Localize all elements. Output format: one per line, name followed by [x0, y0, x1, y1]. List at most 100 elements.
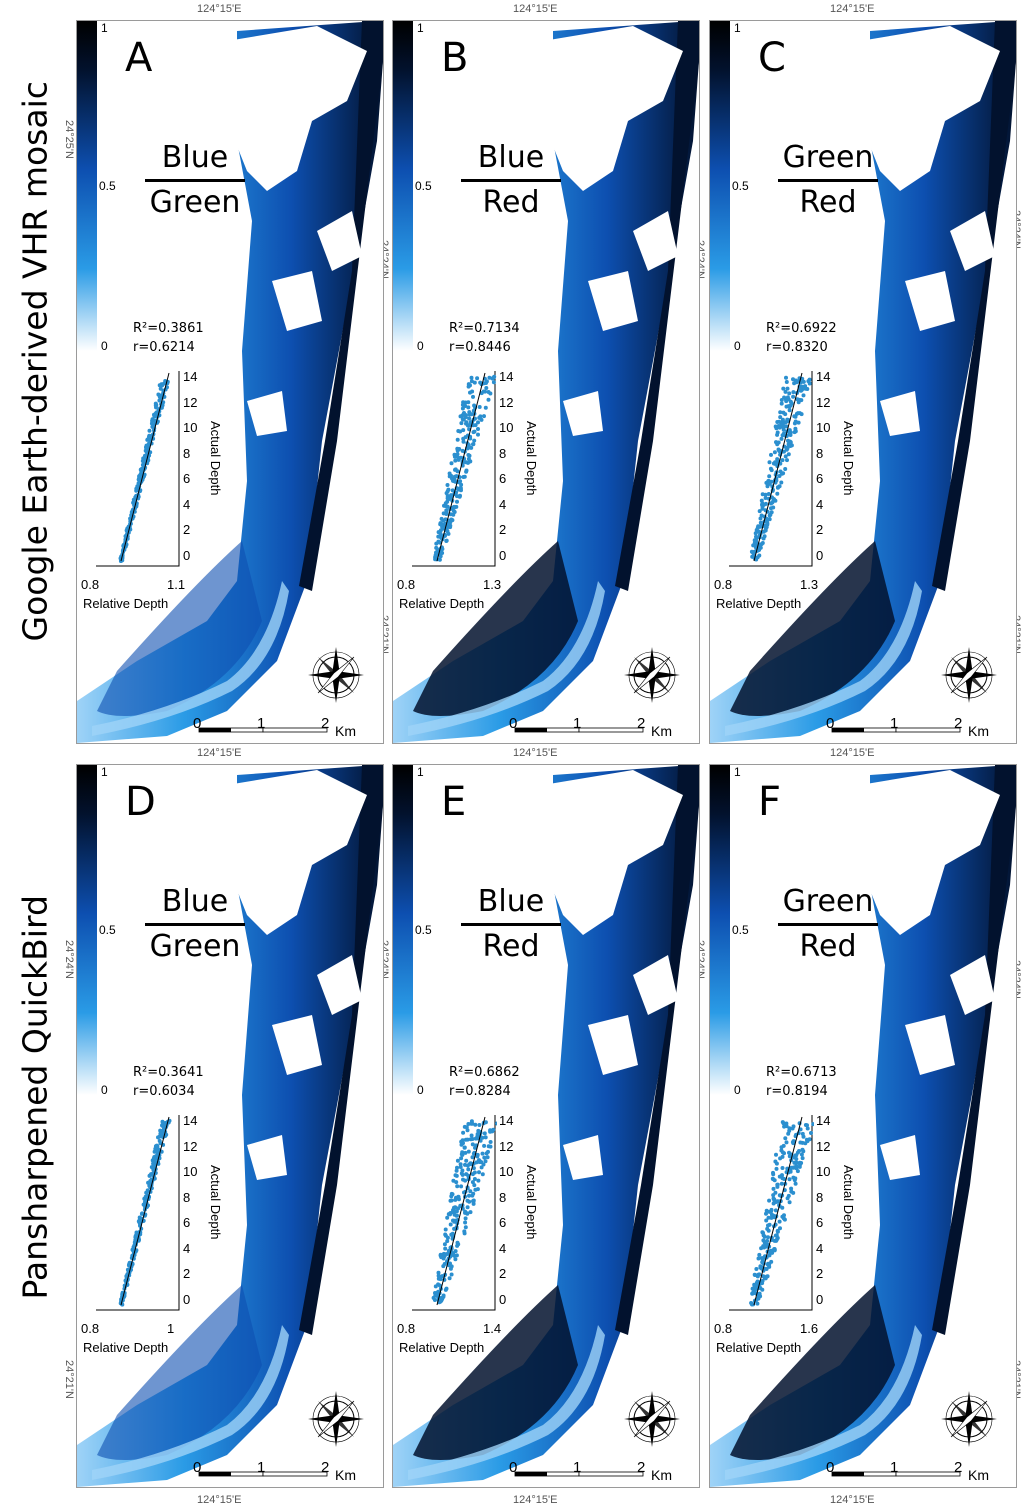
- scatter-point: [449, 1194, 454, 1199]
- scatter-point: [765, 521, 770, 526]
- scale-bar-label: 1: [573, 1459, 582, 1476]
- compass-rose-icon: [624, 647, 680, 703]
- scatter-point: [780, 1166, 785, 1170]
- scatter-point: [480, 1172, 485, 1177]
- scatter-point: [471, 442, 475, 447]
- reef-crest: [92, 581, 289, 736]
- scale-bar-label: 0: [193, 1459, 202, 1476]
- r-squared-value: R²=0.6862: [449, 1065, 520, 1080]
- x-axis-label: Relative Depth: [716, 1340, 802, 1355]
- reef-map: [77, 765, 383, 1487]
- scale-bar: [831, 727, 961, 733]
- scatter-point: [767, 513, 772, 518]
- colorbar-tick-label: 0: [734, 1083, 741, 1097]
- scatter-point: [752, 1290, 757, 1295]
- regression-line: [436, 1116, 486, 1306]
- y-tick-label: 8: [816, 445, 824, 461]
- scatter-point: [436, 1270, 441, 1275]
- y-tick-label: 10: [499, 1164, 514, 1179]
- band-ratio-label: Blue Red: [461, 139, 561, 222]
- scatter-point: [444, 538, 449, 543]
- scatter-axes: [412, 371, 496, 567]
- scatter-point: [439, 516, 444, 521]
- scatter-point: [470, 1155, 475, 1160]
- scatter-point: [791, 377, 795, 382]
- reef-outer-edge: [932, 21, 1016, 591]
- ratio-denominator: Green: [149, 929, 241, 964]
- scatter-point: [783, 454, 788, 459]
- scatter-point: [784, 1140, 789, 1145]
- reef-map: [77, 21, 383, 743]
- scatter-point: [750, 1302, 754, 1307]
- scatter-point: [790, 1140, 795, 1145]
- colorbar-tick-label: 0.5: [99, 179, 116, 193]
- x-axis-label: Relative Depth: [399, 1340, 485, 1355]
- scatter-point: [460, 1168, 465, 1173]
- scatter-point: [456, 457, 461, 462]
- scatter-point: [437, 530, 442, 534]
- lagoon-deep-area: [97, 541, 262, 716]
- scatter-point: [801, 393, 806, 398]
- y-tick-label: 2: [183, 1266, 191, 1281]
- band-ratio-label: Green Red: [778, 883, 878, 966]
- scatter-point: [796, 420, 801, 425]
- scatter-point: [431, 1295, 436, 1300]
- scatter-point: [478, 380, 483, 385]
- scatter-point: [779, 1181, 784, 1186]
- scatter-point: [449, 493, 454, 498]
- scatter-point: [777, 474, 782, 478]
- scatter-point: [140, 459, 145, 463]
- scale-bar: [198, 1471, 328, 1477]
- scatter-point: [477, 1170, 481, 1175]
- scatter-point: [435, 1293, 440, 1298]
- colorbar-tick-label: 1: [417, 21, 424, 35]
- scatter-point: [451, 509, 456, 513]
- scatter-point: [775, 1199, 780, 1204]
- x-axis-label: Relative Depth: [716, 596, 802, 611]
- scale-bar-label: 1: [257, 715, 266, 732]
- y-tick-label: 8: [183, 445, 191, 461]
- scatter-point: [783, 420, 788, 425]
- scatter-point: [484, 386, 489, 390]
- lagoon-deep-area: [730, 541, 895, 716]
- regression-line: [120, 1116, 170, 1306]
- reef-outer-edge: [299, 765, 383, 1335]
- scatter-point: [443, 1227, 448, 1232]
- scatter-point: [783, 389, 788, 394]
- scatter-point: [467, 416, 472, 421]
- scatter-point: [765, 1274, 770, 1279]
- scatter-point: [452, 474, 457, 479]
- scatter-point: [760, 541, 765, 545]
- scatter-point: [443, 1246, 448, 1251]
- scatter-point: [767, 460, 772, 465]
- scatter-point: [786, 438, 790, 443]
- map-panel-e: 1 0.5 0 E Blue Red R²=0.6862 r=0.8284 14 12 10 8 6 4 2…: [392, 764, 700, 1488]
- scatter-point: [774, 1166, 779, 1171]
- scatter-point: [774, 1152, 778, 1157]
- scatter-point: [764, 516, 769, 521]
- scatter-point: [754, 534, 758, 539]
- y-tick-label: 2: [499, 522, 507, 537]
- scatter-point: [154, 1143, 159, 1148]
- correlation-value: r=0.8446: [449, 340, 511, 355]
- scatter-point: [458, 486, 462, 491]
- y-axis-label: Actual Depth: [841, 1165, 856, 1240]
- reef-crest: [92, 1325, 289, 1480]
- scatter-point: [444, 512, 449, 516]
- scatter-point: [476, 427, 480, 431]
- scatter-point: [125, 1267, 130, 1272]
- scatter-point: [449, 473, 453, 478]
- scatter-point: [477, 405, 482, 409]
- scatter-point: [472, 438, 477, 443]
- colorbar: [710, 21, 730, 351]
- ratio-divider: [145, 179, 245, 182]
- map-panel-f: 1 0.5 0 F Green Red R²=0.6713 r=0.8194 14 12 10 8 6 4…: [709, 764, 1017, 1488]
- band-ratio-label: Blue Green: [145, 139, 245, 222]
- regression-line: [753, 372, 803, 562]
- y-tick-label: 4: [499, 1240, 507, 1256]
- regression-line: [436, 372, 486, 562]
- scatter-point: [466, 460, 470, 465]
- scatter-point: [784, 380, 789, 384]
- scatter-point: [775, 1228, 780, 1233]
- y-tick-label: 2: [816, 1266, 824, 1281]
